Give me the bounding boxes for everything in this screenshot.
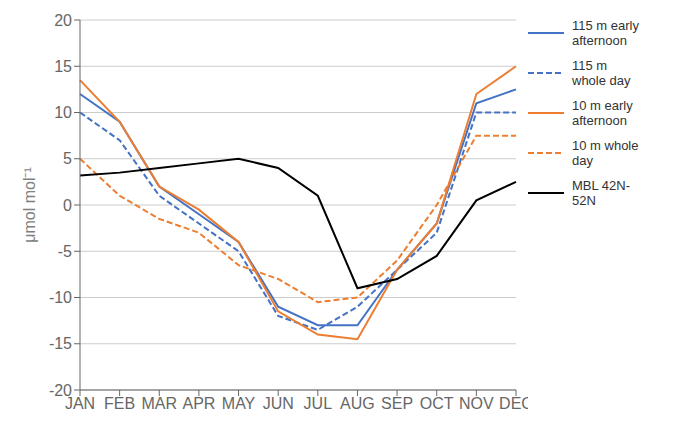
svg-text:JAN: JAN	[64, 395, 96, 413]
svg-text:APR: APR	[182, 395, 215, 412]
html-text:115 m whole day: 115 m whole day	[572, 58, 631, 88]
svg-text:OCT: OCT	[420, 395, 454, 412]
svg-text:-10: -10	[49, 289, 72, 306]
svg-text:AUG: AUG	[340, 395, 375, 412]
svg-text:5: 5	[63, 150, 72, 167]
svg-text:-15: -15	[49, 335, 72, 352]
svg-text:0: 0	[63, 197, 72, 214]
svg-text:-5: -5	[58, 243, 72, 260]
svg-text:10: 10	[54, 104, 72, 121]
svg-text:SEP: SEP	[381, 395, 413, 412]
svg-text:FEB: FEB	[104, 395, 135, 412]
svg-text:μmol mol⁻¹: μmol mol⁻¹	[21, 167, 38, 243]
svg-text:MAR: MAR	[141, 395, 177, 412]
html-text:115 m early afternoon: 115 m early afternoon	[572, 18, 639, 48]
svg-text:20: 20	[54, 12, 72, 29]
svg-text:DEC: DEC	[499, 395, 528, 412]
svg-text:-20: -20	[49, 382, 72, 399]
html-text:10 m early afternoon: 10 m early afternoon	[572, 98, 633, 128]
svg-text:JUL: JUL	[304, 395, 333, 412]
svg-text:MAY: MAY	[222, 395, 256, 412]
svg-text:JUN: JUN	[263, 395, 294, 412]
html-text:10 m whole day: 10 m whole day	[572, 138, 639, 168]
svg-text:15: 15	[54, 58, 72, 75]
svg-text:NOV: NOV	[459, 395, 494, 412]
html-text:MBL 42N- 52N: MBL 42N- 52N	[572, 178, 630, 208]
